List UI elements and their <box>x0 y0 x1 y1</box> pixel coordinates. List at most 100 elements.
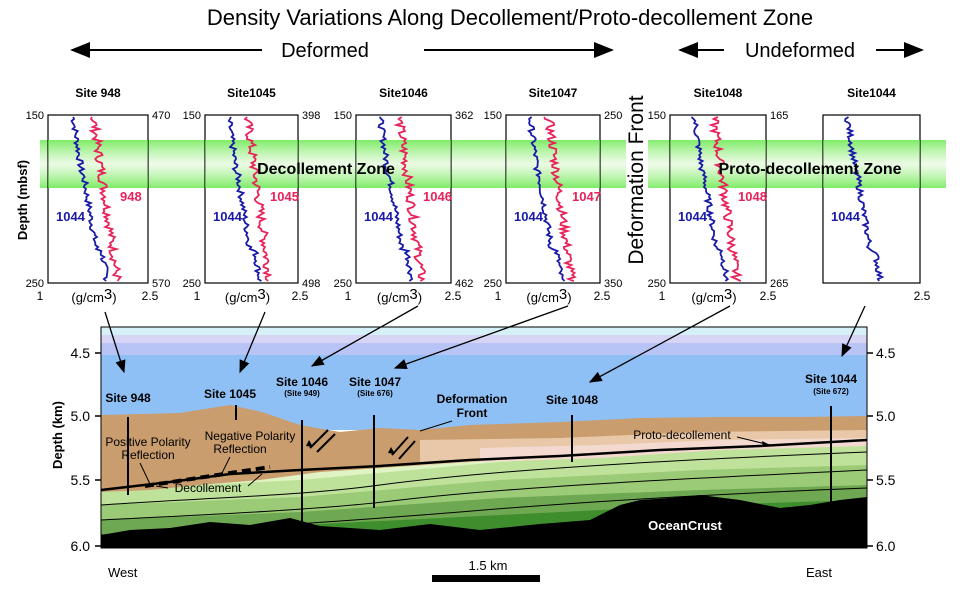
panel-x-unit-sup: 3 <box>559 286 567 303</box>
panel-x-min: 1 <box>495 289 502 303</box>
panel-site-label: 948 <box>120 189 142 204</box>
reference-density-curve <box>844 116 885 282</box>
reference-density-curve <box>377 116 414 282</box>
panel-top-right: 470 <box>152 110 170 122</box>
panel-x-min: 1 <box>37 289 44 303</box>
decollement-leader-left <box>155 485 169 489</box>
proto-decollement-label: Proto-decollement <box>633 428 731 442</box>
panel-bottom-left: 250 <box>648 278 666 290</box>
tick-label-right-3: 6.0 <box>876 538 896 554</box>
site-density-curve <box>88 116 123 282</box>
panel-site-label: 1048 <box>738 189 767 204</box>
panel-x-unit-close: ) <box>112 290 116 305</box>
tick-label-left-0: 4.5 <box>71 345 91 361</box>
panel-ref-label: 1044 <box>678 209 708 224</box>
scale-label: 1.5 km <box>468 558 507 573</box>
panel-ref-label: 1044 <box>514 209 544 224</box>
panel-top-right: 165 <box>770 110 788 122</box>
panel-x-max: 2.5 <box>760 289 777 303</box>
panel-bottom-left: 250 <box>334 278 352 290</box>
panel-x-min: 1 <box>345 289 352 303</box>
reference-density-curve <box>526 116 566 282</box>
panel-x-unit-sup: 3 <box>409 286 417 303</box>
panel-site-title: Site1044 <box>847 86 896 100</box>
panel-x-unit: (g/cm3) <box>526 286 571 305</box>
proto-decollement-zone-label: Proto-decollement Zone <box>718 161 901 178</box>
panel-x-min: 1 <box>659 289 666 303</box>
panel-bottom-right: 462 <box>455 278 473 290</box>
decollement-label: Decollement <box>175 481 242 495</box>
panel-0: Site 948 150 250 470 570 1 2.5 (g/cm3) 1044 948 <box>26 86 171 305</box>
panel-site-label: 1047 <box>572 189 601 204</box>
deformed-arrow: Deformed <box>70 40 614 62</box>
panel-x-unit-close: ) <box>418 290 422 305</box>
section-site-1046-sub: (Site 949) <box>284 389 320 398</box>
panel-1: Site1045 150 250 398 498 1 2.5 (g/cm3) 1044 1045 <box>183 86 321 305</box>
depth-km-ticks: 4.5 5.0 5.5 6.0 4.5 5.0 5.5 6.0 <box>71 345 896 554</box>
deformed-label: Deformed <box>281 40 369 62</box>
panel-ref-label: 1044 <box>831 209 861 224</box>
panel-3: Site1047 150 250 250 350 1 2.5 (g/cm3) 1044 1047 <box>484 86 623 305</box>
figure-title: Density Variations Along Decollement/Pro… <box>207 5 813 30</box>
reference-density-curve <box>70 116 109 282</box>
panel-site-title: Site1048 <box>694 86 743 100</box>
scale-bar <box>432 575 540 582</box>
panel-bottom-right: 498 <box>302 278 320 290</box>
site-density-curve <box>708 116 744 282</box>
depth-km-label: Depth (km) <box>50 401 65 469</box>
undeformed-arrow: Undeformed <box>678 40 924 62</box>
section-site-1046: Site 1046 <box>276 375 328 389</box>
panel-top-right: 362 <box>455 110 473 122</box>
negative-polarity-label: Negative Polarity <box>205 429 296 443</box>
depth-mbsf-label: Depth (mbsf) <box>15 160 30 240</box>
panel-x-max: 2.5 <box>594 289 611 303</box>
panel-site-label: 1046 <box>423 189 452 204</box>
panel-4: Site1048 150 250 165 265 1 2.5 (g/cm3) 1044 1048 <box>648 86 789 305</box>
tick-label-left-1: 5.0 <box>71 408 91 424</box>
section-site-948: Site 948 <box>105 391 151 405</box>
panel-x-max: 2.5 <box>292 289 309 303</box>
panel-x-unit-text: (g/cm <box>377 290 410 305</box>
panel-x-unit-text: (g/cm <box>225 290 258 305</box>
panel-top-right: 250 <box>604 110 622 122</box>
section-site-1044: Site 1044 <box>805 372 857 386</box>
panel-x-unit: (g/cm3) <box>377 286 422 305</box>
panel-site-title: Site1045 <box>227 86 276 100</box>
panel-x-unit: (g/cm3) <box>691 286 736 305</box>
panel-x-min: 1 <box>194 289 201 303</box>
panel-x-max: 2.5 <box>445 289 462 303</box>
panel-x-unit-close: ) <box>567 290 571 305</box>
panel-top-left: 150 <box>183 110 201 122</box>
east-label: East <box>806 565 832 580</box>
cross-section <box>95 326 873 549</box>
deformation-front-label-1: Deformation <box>437 392 508 406</box>
panel-site-title: Site 948 <box>75 86 121 100</box>
panel-x-unit-close: ) <box>732 290 736 305</box>
deformation-front-label-2: Front <box>457 406 488 420</box>
section-site-1045: Site 1045 <box>204 387 256 401</box>
panel-ref-label: 1044 <box>364 209 394 224</box>
panel-bottom-left: 250 <box>183 278 201 290</box>
panel-ref-label: 1044 <box>56 209 86 224</box>
tick-label-left-2: 5.5 <box>71 472 91 488</box>
negative-polarity-reflection-label: Reflection <box>213 442 266 456</box>
site-density-curve <box>243 116 273 282</box>
deformation-front-leader <box>419 420 453 432</box>
panel-pointers <box>104 305 866 383</box>
panel-top-left: 150 <box>334 110 352 122</box>
tick-label-left-3: 6.0 <box>71 538 91 554</box>
section-site-1047: Site 1047 <box>349 375 401 389</box>
panel-bottom-left: 250 <box>484 278 502 290</box>
panel-bottom-right: 265 <box>770 278 788 290</box>
panel-x-unit: (g/cm3) <box>71 286 116 305</box>
panel-top-left: 150 <box>648 110 666 122</box>
negative-polarity-leader <box>221 456 231 474</box>
section-site-1047-sub: (Site 676) <box>357 389 393 398</box>
panel-x-unit: (g/cm3) <box>225 286 270 305</box>
panel-x-unit-sup: 3 <box>104 286 112 303</box>
panel-bottom-left: 250 <box>26 278 44 290</box>
positive-polarity-label: Positive Polarity <box>105 435 190 449</box>
panel-top-left: 150 <box>484 110 502 122</box>
reference-density-curve <box>227 116 262 282</box>
